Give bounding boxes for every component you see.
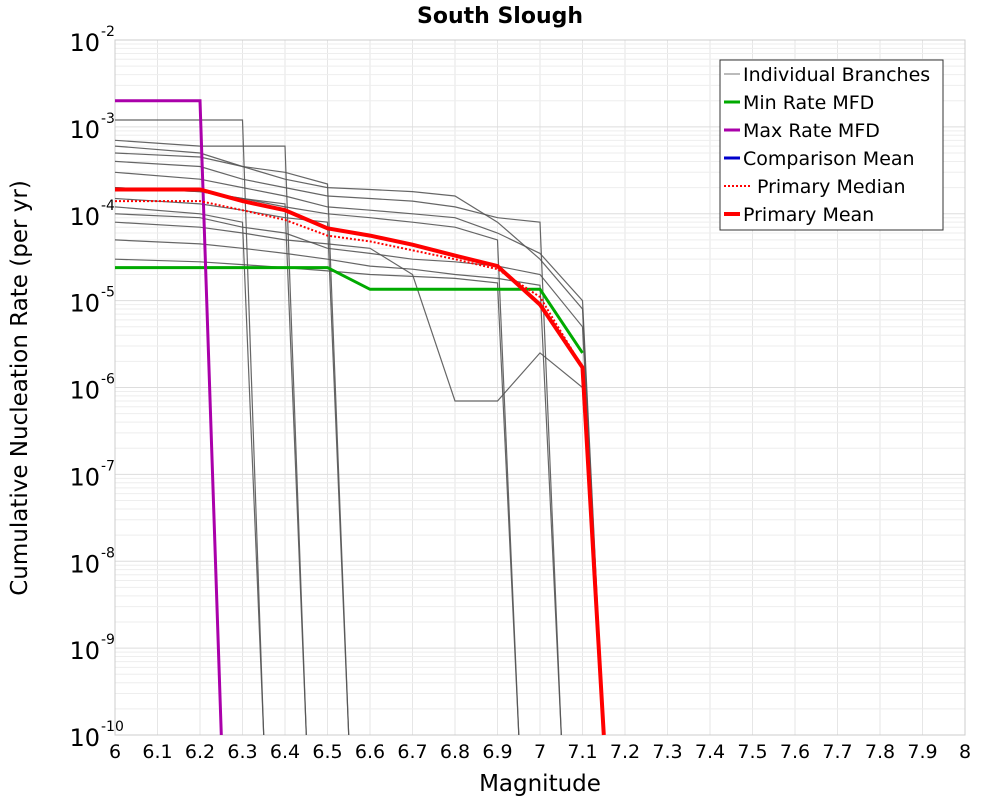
x-tick-label: 6.3 (227, 741, 257, 763)
primary-mean-line (115, 187, 606, 736)
y-tick-label: 10 (69, 29, 100, 57)
y-tick-label: 10 (69, 463, 100, 491)
legend-label: Primary Mean (743, 204, 874, 226)
x-tick-label: 7.5 (737, 741, 767, 763)
legend-box (719, 59, 944, 231)
branch-line (114, 139, 307, 736)
x-tick-label: 7.1 (567, 741, 597, 763)
legend-label: Primary Median (757, 176, 906, 198)
x-tick-label: 7.2 (610, 741, 640, 763)
max-rate-mfd-line (115, 99, 223, 736)
x-tick-label: 6.6 (355, 741, 385, 763)
x-tick-label: 7.4 (695, 741, 725, 763)
y-tick-exponent: -3 (101, 111, 115, 127)
branch-line (115, 119, 265, 736)
x-tick-label: 6 (109, 741, 121, 763)
x-tick-label: 6.1 (142, 741, 172, 763)
x-tick-label: 7.3 (652, 741, 682, 763)
x-tick-label: 6.4 (270, 741, 300, 763)
x-tick-label: 7.8 (865, 741, 895, 763)
y-tick-label: 10 (69, 377, 100, 405)
x-tick-label: 6.7 (397, 741, 427, 763)
branch-line (114, 152, 350, 736)
x-tick-label: 7 (534, 741, 546, 763)
branch-line (114, 213, 605, 736)
x-tick-label: 7.7 (822, 741, 852, 763)
y-tick-exponent: -10 (101, 719, 124, 735)
y-tick-label: 10 (69, 724, 100, 752)
branch-line (114, 221, 605, 736)
x-tick-label: 8 (959, 741, 971, 763)
branch-line (114, 206, 265, 736)
legend-label: Max Rate MFD (743, 120, 880, 142)
plot-frame (114, 39, 966, 736)
x-tick-label: 7.9 (907, 741, 937, 763)
series-layer (114, 99, 606, 736)
x-tick-label: 6.8 (440, 741, 470, 763)
y-tick-label: 10 (69, 550, 100, 578)
primary-median-line (115, 200, 605, 736)
y-tick-label: 10 (69, 637, 100, 665)
branch-line (114, 258, 520, 736)
legend-label: Individual Branches (743, 64, 930, 86)
y-tick-label: 10 (69, 203, 100, 231)
legend: Individual Branches Min Rate MFD Max Rate … (719, 59, 944, 231)
y-tick-exponent: -7 (101, 458, 115, 474)
y-axis-label: Cumulative Nucleation Rate (per yr) (7, 180, 33, 596)
y-tick-label: 10 (69, 290, 100, 318)
x-tick-label: 7.6 (780, 741, 810, 763)
y-tick-label: 10 (69, 116, 100, 144)
y-tick-exponent: -9 (101, 632, 115, 648)
y-tick-exponent: -4 (101, 198, 115, 214)
legend-label: Min Rate MFD (743, 92, 874, 114)
y-tick-exponent: -5 (101, 285, 115, 301)
x-tick-label: 6.5 (312, 741, 342, 763)
branch-line (114, 145, 605, 736)
branch-line (114, 171, 605, 736)
branch-line (114, 197, 350, 736)
y-tick-exponent: -8 (101, 545, 115, 561)
x-axis-label: Magnitude (479, 771, 601, 797)
x-tick-label: 6.2 (185, 741, 215, 763)
y-tick-exponent: -2 (101, 24, 115, 40)
chart-title: South Slough (417, 4, 583, 29)
axis-labels: 6 6.1 6.2 6.3 6.4 6.5 6.6 6.7 6.8 6.9 7 7.1 7.2 7.3 7.… (69, 24, 971, 763)
x-tick-label: 6.9 (482, 741, 512, 763)
legend-label: Comparison Mean (743, 148, 915, 170)
y-tick-exponent: -6 (101, 372, 115, 388)
branch-line (114, 160, 562, 736)
min-rate-mfd-line (115, 266, 584, 354)
